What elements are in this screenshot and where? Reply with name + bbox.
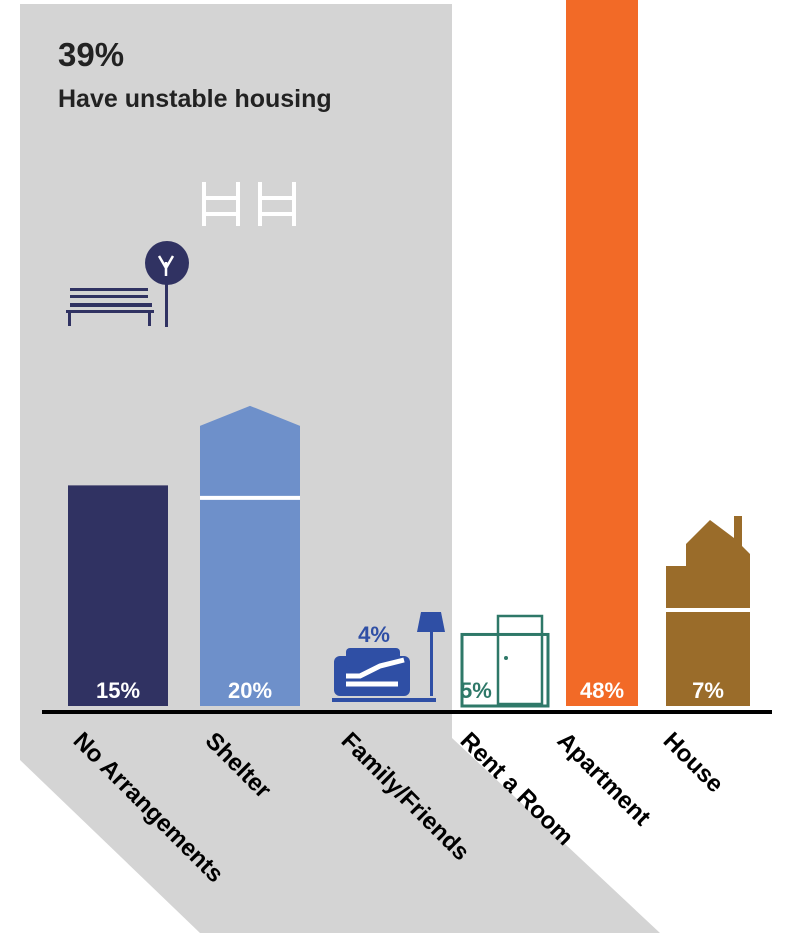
category-label-house: House (658, 727, 729, 798)
couch-with-lamp-icon (332, 612, 445, 702)
bar-group-family-friends: 4% (358, 622, 390, 647)
bar (68, 485, 168, 706)
bar (566, 0, 638, 706)
bar-value-label: 4% (358, 622, 390, 647)
bar-group-house: 7% (666, 516, 750, 706)
bar-value-label: 5% (460, 678, 492, 703)
headline-text: Have unstable housing (58, 85, 332, 113)
bar-group-apartment: 48% (566, 0, 638, 706)
bar-group-rent-a-room: 5% (460, 632, 550, 708)
park-bench-icon (66, 241, 189, 327)
bar-value-label: 20% (228, 678, 272, 703)
bar (200, 405, 300, 706)
bunk-beds-icon (202, 182, 296, 226)
bars: 15% 20% 4% 5% 48% 7% (68, 0, 750, 708)
headline-percent: 39% (58, 36, 124, 73)
bar-value-label: 15% (96, 678, 140, 703)
unstable-housing-highlight (20, 4, 660, 933)
bar-value-label: 48% (580, 678, 624, 703)
bar (460, 632, 550, 708)
icons (66, 182, 544, 706)
door-icon (496, 614, 544, 706)
bar-group-no-arrangements: 15% (68, 485, 168, 706)
bar-value-label: 7% (692, 678, 724, 703)
bar-group-shelter: 20% (200, 405, 300, 706)
category-label-apartment: Apartment (552, 727, 656, 831)
